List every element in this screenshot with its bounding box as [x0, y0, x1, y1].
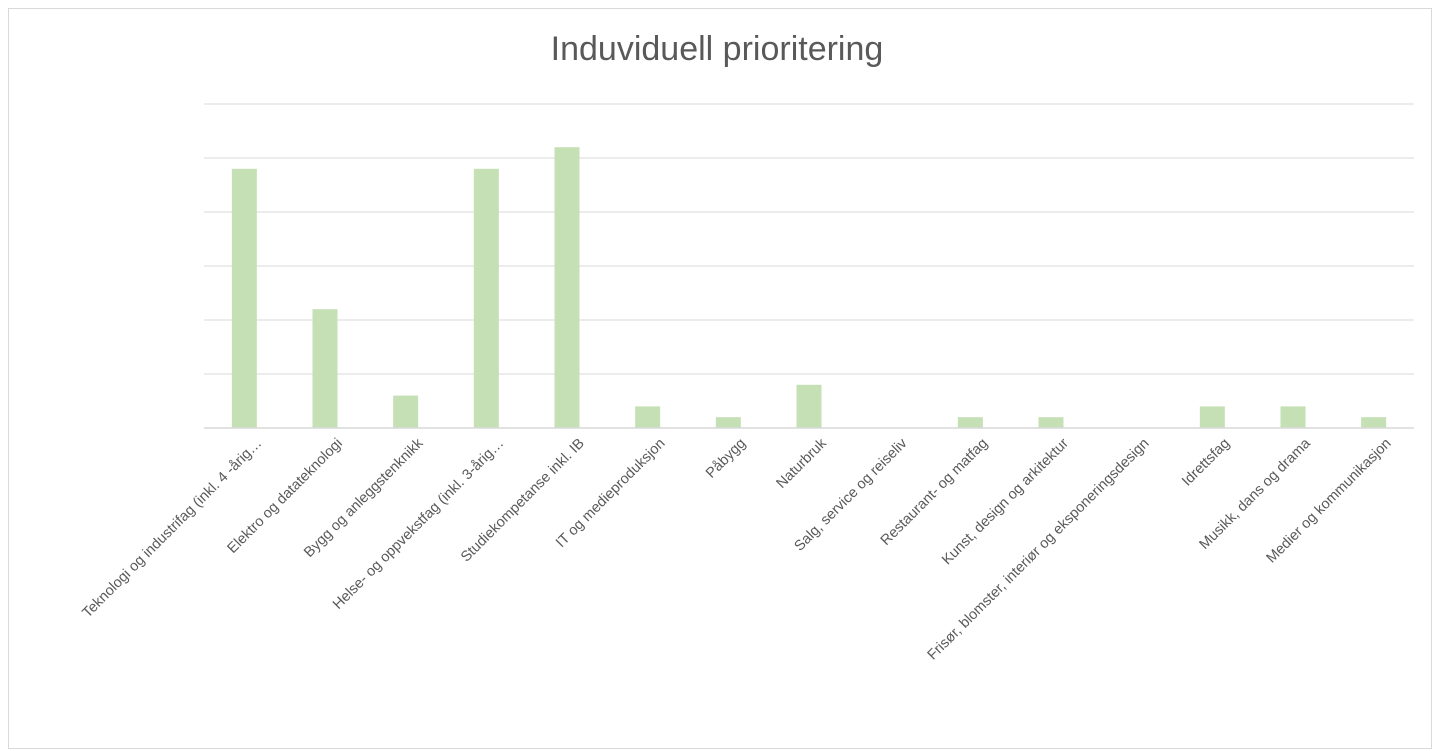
bar — [957, 417, 983, 428]
bar — [1038, 417, 1064, 428]
bar — [715, 417, 741, 428]
bar — [312, 309, 338, 428]
x-tick-label: Helse- og oppvekstfag (inkl. 3-årig… — [330, 436, 507, 613]
bar — [1199, 406, 1225, 428]
bar — [796, 384, 822, 428]
bar — [1280, 406, 1306, 428]
x-tick-label: Teknologi og industrifag (inkl. 4 -årig… — [79, 436, 265, 622]
bar — [1361, 417, 1387, 428]
bar — [393, 395, 419, 428]
chart-title: Induviduell prioritering — [550, 30, 884, 68]
x-tick-label: Påbygg — [703, 436, 749, 482]
bar — [473, 168, 499, 429]
x-tick-label: Idrettsfag — [1179, 436, 1233, 490]
bar — [635, 406, 661, 428]
x-tick-labels: Teknologi og industrifag (inkl. 4 -årig…… — [79, 435, 1394, 664]
bars — [231, 147, 1387, 429]
bar — [231, 168, 257, 429]
gridlines — [204, 103, 1414, 375]
bar — [554, 147, 580, 428]
x-tick-label: Naturbruk — [773, 435, 830, 492]
